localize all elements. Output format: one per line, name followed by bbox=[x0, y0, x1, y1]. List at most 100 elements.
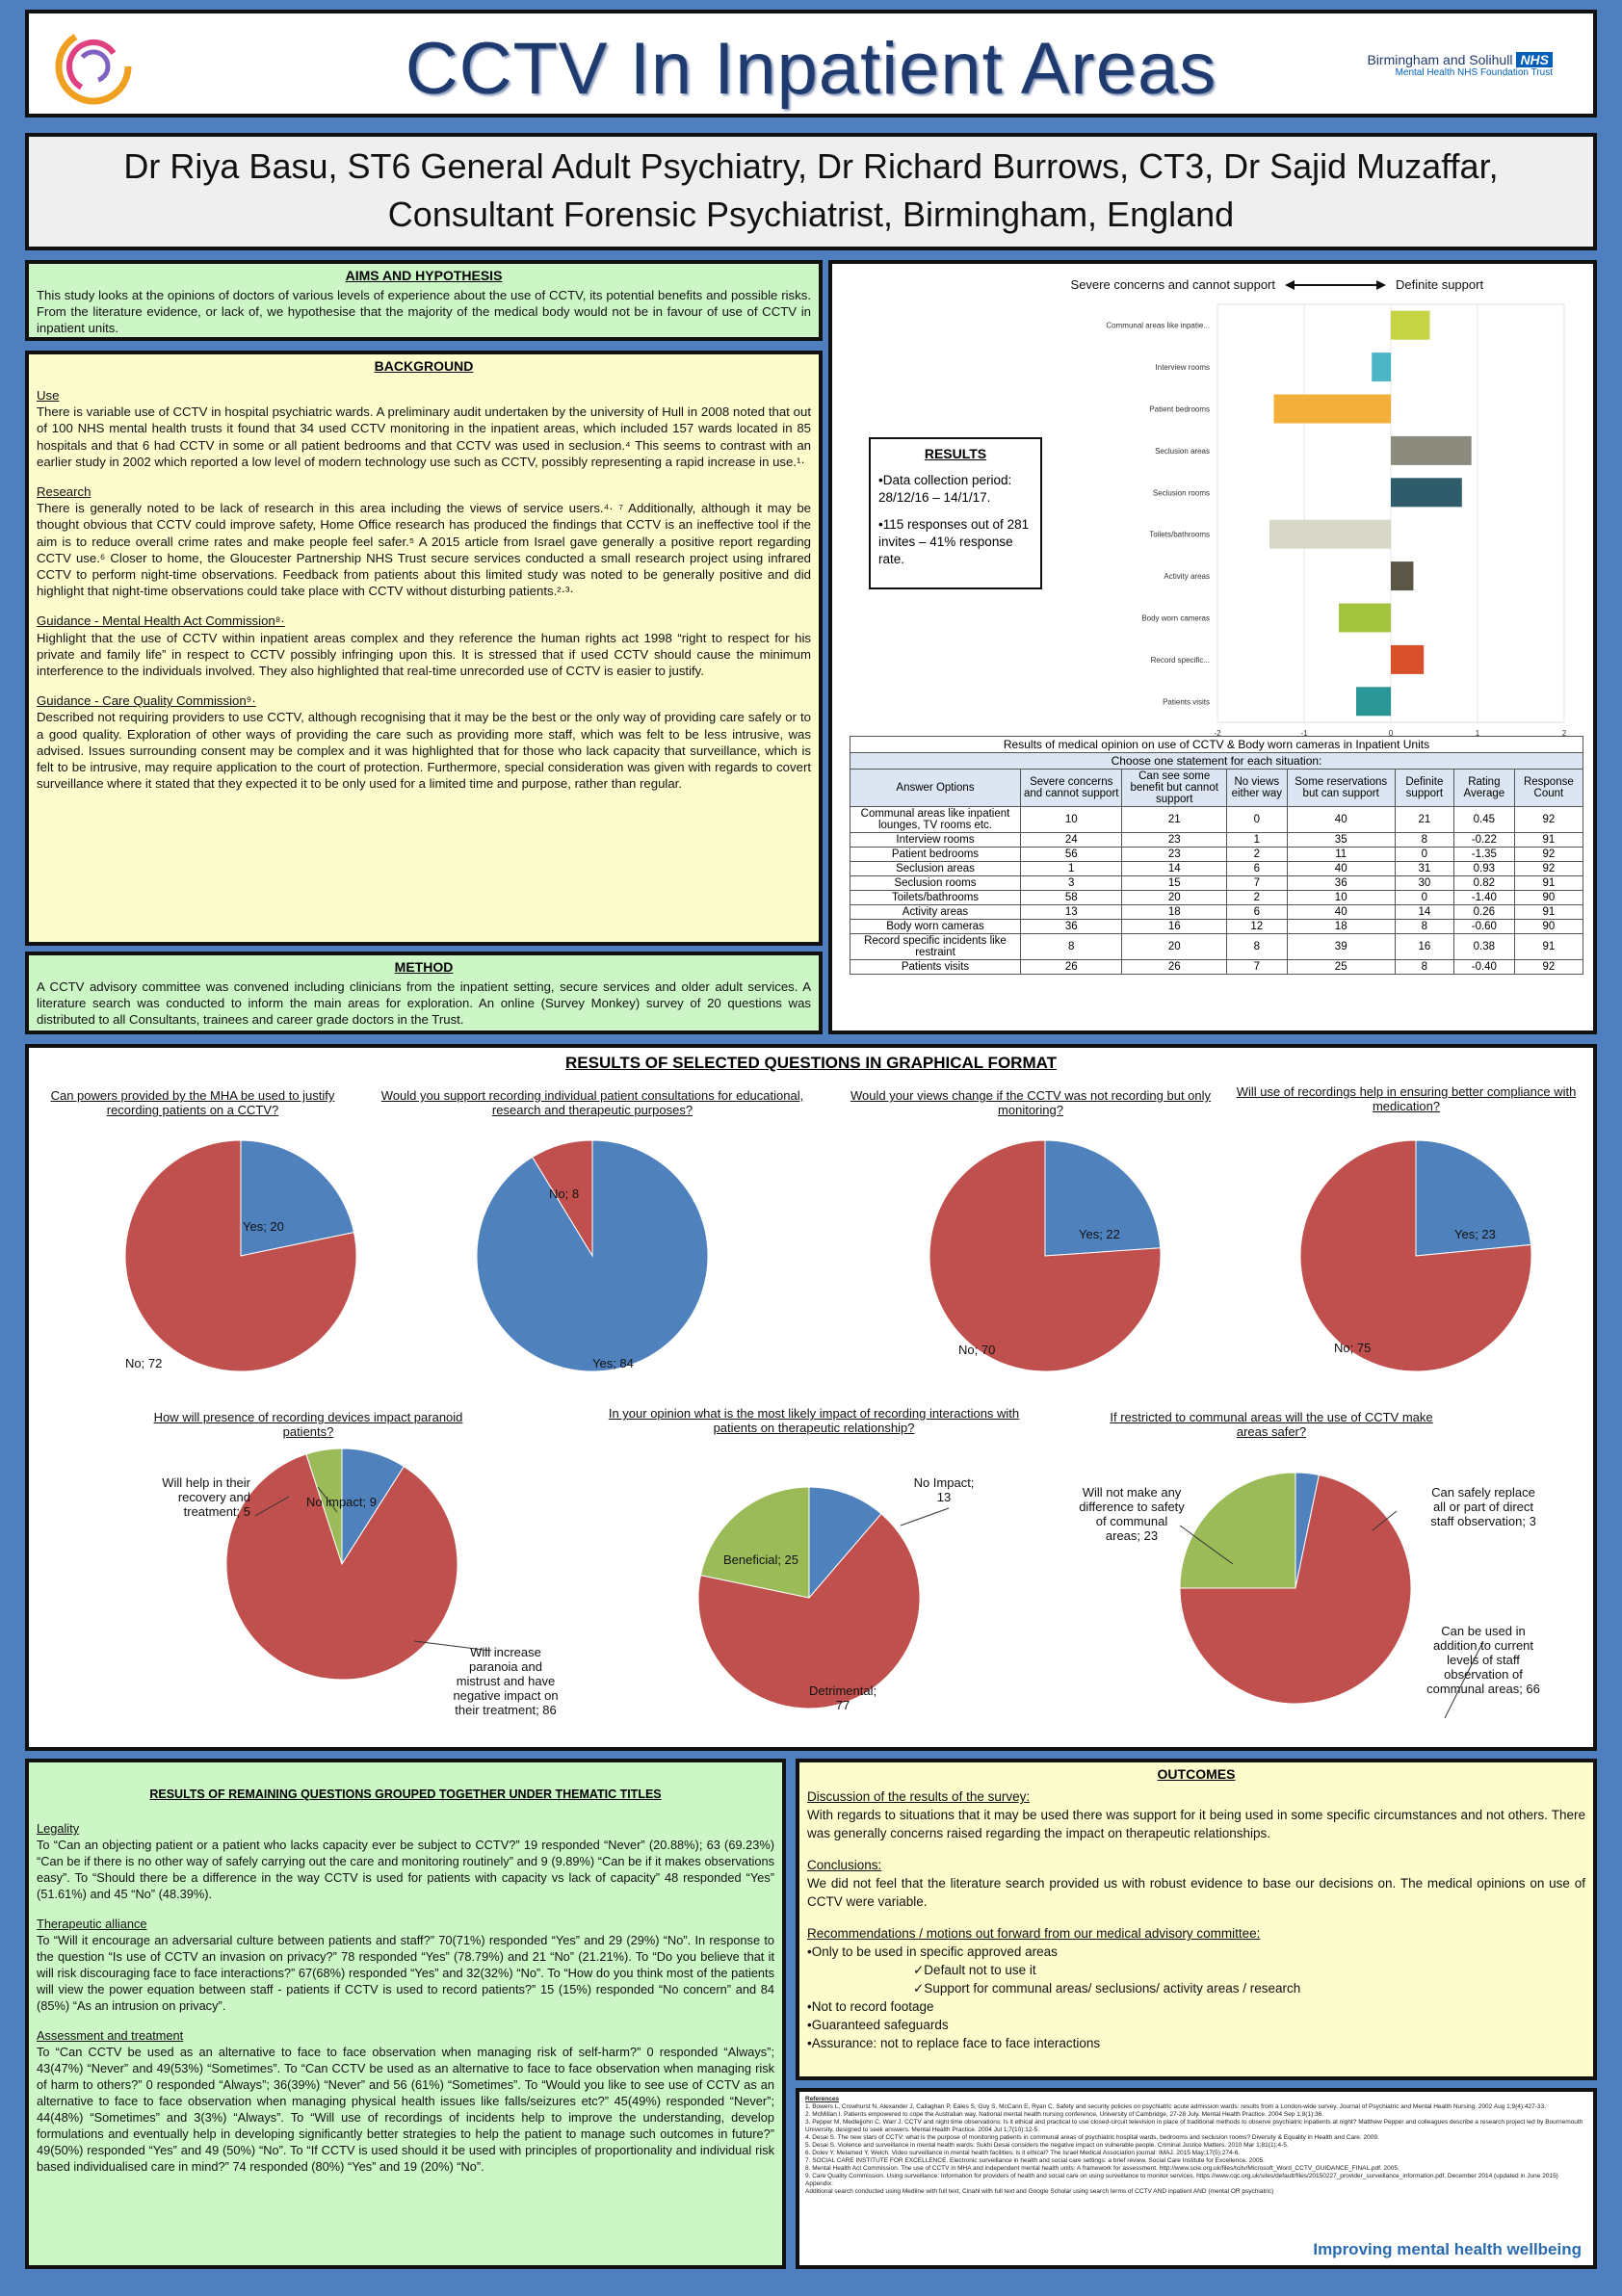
authors-banner: Dr Riya Basu, ST6 General Adult Psychiat… bbox=[25, 133, 1597, 250]
reference-item: 5. Desai S. Violence and surveillance in… bbox=[805, 2142, 1289, 2149]
table-cell: 14 bbox=[1121, 861, 1227, 876]
pie-title: If restricted to communal areas will the… bbox=[1110, 1410, 1433, 1439]
table-cell: 91 bbox=[1513, 875, 1584, 891]
x-tick-label: 1 bbox=[1476, 729, 1480, 738]
bar bbox=[1391, 478, 1462, 508]
pie-slice-label: Yes; 23 bbox=[1454, 1227, 1496, 1241]
table-cell: 8 bbox=[1394, 959, 1454, 975]
right-scale-label: Definite support bbox=[1396, 277, 1483, 292]
pie-title: Will use of recordings help in ensuring … bbox=[1236, 1084, 1577, 1113]
x-tick-label: -1 bbox=[1300, 729, 1308, 738]
table-cell: 2 bbox=[1225, 847, 1288, 862]
table-cell: 15 bbox=[1121, 875, 1227, 891]
table-cell: -1.35 bbox=[1452, 847, 1515, 862]
table-cell: -0.60 bbox=[1452, 919, 1515, 934]
bar bbox=[1273, 394, 1391, 424]
leader-line bbox=[1372, 1510, 1398, 1531]
table-row-label: Communal areas like inpatient lounges, T… bbox=[850, 806, 1021, 833]
pie-slice-label: Will help in their recovery and treatmen… bbox=[162, 1475, 250, 1519]
reference-item: 2. McMillan I. Patients empowered to cop… bbox=[805, 2111, 1324, 2118]
background-mhac-title: Guidance - Mental Health Act Commission⁸… bbox=[37, 613, 285, 629]
references-heading: References bbox=[805, 2096, 840, 2102]
category-label: Toilets/bathrooms bbox=[1149, 531, 1210, 539]
x-tick-label: -2 bbox=[1214, 729, 1221, 738]
aims-text: This study looks at the opinions of doct… bbox=[37, 288, 811, 336]
table-cell: 26 bbox=[1019, 959, 1123, 975]
table-cell: 0.38 bbox=[1452, 933, 1515, 960]
table-cell: 0.26 bbox=[1452, 904, 1515, 920]
nhs-badge: NHS bbox=[1516, 52, 1553, 67]
pie-slice bbox=[699, 1486, 810, 1599]
table-row-label: Activity areas bbox=[850, 904, 1021, 920]
pie-slice-label: Will not make any difference to safety o… bbox=[1079, 1485, 1185, 1543]
table-cell: 25 bbox=[1286, 959, 1396, 975]
table-cell: 35 bbox=[1286, 832, 1396, 848]
x-tick-label: 2 bbox=[1562, 729, 1567, 738]
discussion-text: With regards to situations that it may b… bbox=[807, 1808, 1585, 1840]
table-cell: 0.82 bbox=[1452, 875, 1515, 891]
graph-heading: RESULTS OF SELECTED QUESTIONS IN GRAPHIC… bbox=[564, 1054, 1058, 1072]
method-text: A CCTV advisory committee was convened i… bbox=[37, 979, 811, 1028]
background-use-text: There is variable use of CCTV in hospita… bbox=[37, 404, 811, 469]
discussion-title: Discussion of the results of the survey: bbox=[807, 1789, 1031, 1804]
table-cell: 0.93 bbox=[1452, 861, 1515, 876]
table-cell: 8 bbox=[1394, 832, 1454, 848]
results-heading: RESULTS bbox=[924, 446, 987, 461]
legality-title: Legality bbox=[37, 1821, 80, 1836]
table-cell: 36 bbox=[1019, 919, 1123, 934]
table-cell: 92 bbox=[1513, 847, 1584, 862]
table-cell: 56 bbox=[1019, 847, 1123, 862]
category-label: Interview rooms bbox=[1156, 363, 1210, 372]
pie-slice bbox=[476, 1139, 709, 1372]
pie-title: Would you support recording individual p… bbox=[380, 1088, 804, 1117]
method-heading: METHOD bbox=[394, 959, 454, 975]
table-cell: 7 bbox=[1225, 959, 1288, 975]
pie-slice-label: Beneficial; 25 bbox=[722, 1552, 799, 1567]
left-scale-label: Severe concerns and cannot support bbox=[1071, 277, 1276, 292]
pie-title: Would your views change if the CCTV was … bbox=[850, 1088, 1212, 1117]
recommendation-4: •Assurance: not to replace face to face … bbox=[807, 2036, 1101, 2050]
rating-average-bar-chart: -2 -1 0 1 2 Communal areas like inpatie... Int… bbox=[1071, 277, 1567, 738]
table-row-label: Seclusion areas bbox=[850, 861, 1021, 876]
table-cell: 7 bbox=[1225, 875, 1288, 891]
pie-slice bbox=[305, 1448, 343, 1565]
pie-slice bbox=[808, 1486, 882, 1600]
reference-item: 4. Desai S. The new stars of CCTV: what … bbox=[805, 2134, 1379, 2141]
bar bbox=[1372, 352, 1391, 382]
table-row-label: Interview rooms bbox=[850, 832, 1021, 848]
footer-tagline: Improving mental health wellbeing bbox=[1313, 2240, 1582, 2258]
remaining-panel: RESULTS OF REMAINING QUESTIONS GROUPED T… bbox=[25, 1759, 786, 2269]
table-cell: 0 bbox=[1225, 806, 1288, 833]
trust-logo-icon bbox=[55, 28, 132, 105]
graph-panel: RESULTS OF SELECTED QUESTIONS IN GRAPHIC… bbox=[25, 1044, 1597, 1751]
results-table-wrap: Results of medical opinion on use of CCT… bbox=[850, 736, 1584, 975]
table-row: Seclusion areas 1 14 6 40 31 0.93 92 bbox=[850, 861, 1584, 876]
pie-slice-label: No impact; 9 bbox=[306, 1495, 377, 1509]
table-cell: -0.40 bbox=[1452, 959, 1515, 975]
table-cell: 23 bbox=[1121, 832, 1227, 848]
bar bbox=[1269, 519, 1391, 549]
category-label: Record specific... bbox=[1151, 656, 1210, 665]
bar bbox=[1391, 435, 1472, 465]
table-row: Communal areas like inpatient lounges, T… bbox=[850, 806, 1584, 833]
table-cell: 0.45 bbox=[1452, 806, 1515, 833]
results-item-2: •115 responses out of 281 invites – 41% … bbox=[878, 517, 1030, 566]
table-caption: Results of medical opinion on use of CCT… bbox=[850, 736, 1583, 753]
pie-slice-label: Will increase paranoia and mistrust and … bbox=[453, 1645, 559, 1717]
table-cell: 18 bbox=[1286, 919, 1396, 934]
org-subtitle: Mental Health NHS Foundation Trust bbox=[1395, 67, 1553, 78]
pie-slice bbox=[697, 1513, 921, 1709]
table-cell: 14 bbox=[1394, 904, 1454, 920]
table-cell: 18 bbox=[1121, 904, 1227, 920]
table-cell: 40 bbox=[1286, 806, 1396, 833]
table-header: Rating Average bbox=[1452, 769, 1515, 807]
table-cell: 92 bbox=[1513, 806, 1584, 833]
table-cell: 8 bbox=[1225, 933, 1288, 960]
table-header: Severe concerns and cannot support bbox=[1019, 769, 1123, 807]
leader-line bbox=[1444, 1640, 1484, 1719]
bar bbox=[1391, 561, 1414, 591]
org-name: Birmingham and Solihull bbox=[1367, 52, 1513, 67]
bar bbox=[1391, 310, 1430, 340]
results-item-1: •Data collection period: 28/12/16 – 14/1… bbox=[878, 473, 1012, 505]
reference-item: 9. Care Quality Commission. Using survei… bbox=[805, 2173, 1558, 2179]
